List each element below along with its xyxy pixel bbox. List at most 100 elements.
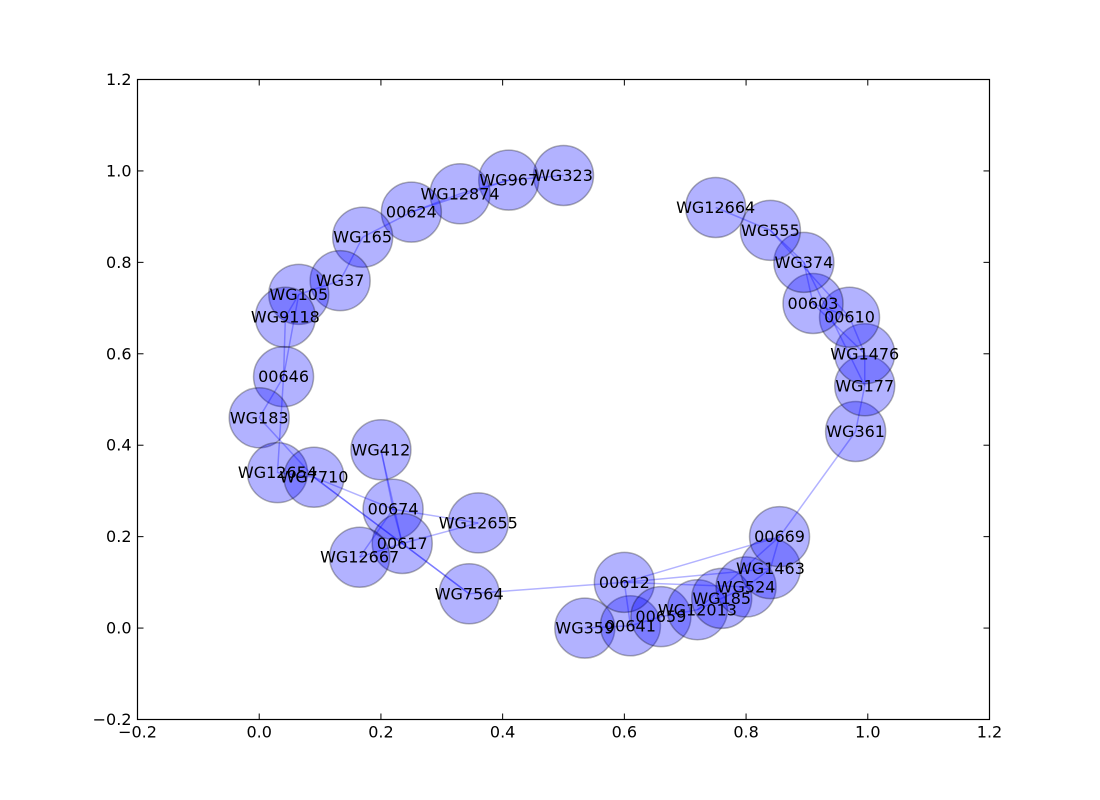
edge-line bbox=[803, 262, 866, 387]
node-circle bbox=[380, 181, 443, 243]
node-circle bbox=[824, 400, 887, 463]
edge-line bbox=[854, 385, 866, 432]
node-circle bbox=[283, 446, 345, 508]
node-label: 00610 bbox=[824, 308, 875, 327]
edge-line bbox=[359, 542, 403, 558]
node-circle bbox=[715, 556, 777, 618]
node-circle bbox=[371, 512, 433, 575]
edge-line bbox=[721, 586, 747, 600]
edge-line bbox=[812, 302, 850, 318]
node-label: 00659 bbox=[635, 607, 686, 626]
node-label: WG412 bbox=[352, 440, 411, 459]
edge-line bbox=[696, 536, 781, 611]
node-circle bbox=[593, 551, 656, 614]
edge-line bbox=[584, 625, 631, 629]
node-circle bbox=[331, 206, 394, 268]
y-tick-label: 0.6 bbox=[106, 344, 131, 363]
x-tick-label: −0.2 bbox=[118, 723, 157, 742]
edge-line bbox=[392, 508, 479, 524]
edge-line bbox=[298, 279, 341, 296]
edge-line bbox=[258, 376, 285, 419]
edge-line bbox=[769, 229, 805, 263]
node-label: WG1463 bbox=[736, 559, 805, 578]
node-label: WG12667 bbox=[320, 548, 399, 567]
node-label: 00669 bbox=[754, 527, 805, 546]
node-circle bbox=[429, 163, 491, 225]
x-tick-label: 0.2 bbox=[368, 723, 393, 742]
node-circle bbox=[447, 492, 510, 554]
edge-line bbox=[459, 179, 509, 195]
edge-line bbox=[282, 294, 300, 377]
node-circle bbox=[630, 585, 692, 648]
edge-line bbox=[359, 508, 394, 558]
x-tick-label: 0.4 bbox=[490, 723, 515, 742]
y-tick-label: 1.2 bbox=[106, 70, 131, 89]
node-circle bbox=[246, 441, 309, 504]
node-label: 00674 bbox=[368, 500, 419, 519]
edge-line bbox=[715, 206, 771, 232]
node-circle bbox=[684, 176, 747, 239]
node-label: 00641 bbox=[605, 616, 656, 635]
edge-line bbox=[812, 302, 866, 355]
node-label: WG105 bbox=[269, 285, 328, 304]
edge-line bbox=[697, 597, 723, 611]
node-circle bbox=[268, 263, 330, 326]
node-circle bbox=[833, 355, 896, 417]
node-label: 00603 bbox=[788, 294, 839, 313]
edge-line bbox=[362, 211, 412, 238]
y-tick-label: 0.2 bbox=[106, 527, 131, 546]
node-label: WG7710 bbox=[280, 468, 349, 487]
edge-line bbox=[660, 609, 698, 618]
x-tick-label: 1.0 bbox=[855, 723, 880, 742]
edge-line bbox=[745, 568, 771, 588]
edge-line bbox=[623, 582, 632, 626]
edge-line bbox=[469, 581, 625, 595]
node-label: WG967 bbox=[479, 171, 538, 190]
edge-line bbox=[401, 542, 470, 595]
edge-line bbox=[769, 229, 851, 318]
node-circle bbox=[477, 149, 540, 211]
node-label: WG12874 bbox=[420, 184, 499, 203]
y-tick-label: 0.4 bbox=[106, 436, 131, 455]
edges-layer bbox=[258, 174, 866, 629]
node-circle bbox=[773, 231, 835, 294]
edge-line bbox=[411, 193, 461, 213]
node-circle bbox=[818, 286, 881, 348]
node-label: WG9118 bbox=[251, 308, 320, 327]
edge-line bbox=[411, 179, 509, 213]
node-label: WG12013 bbox=[658, 600, 737, 619]
edge-line bbox=[276, 376, 285, 473]
edge-line bbox=[258, 417, 315, 478]
edge-line bbox=[624, 567, 771, 584]
edge-line bbox=[313, 476, 470, 595]
edge-line bbox=[630, 615, 662, 627]
y-tick-label: −0.2 bbox=[93, 710, 132, 729]
edge-line bbox=[339, 236, 364, 281]
x-tick-label: 1.2 bbox=[977, 723, 1002, 742]
node-circle bbox=[554, 597, 616, 659]
edge-line bbox=[624, 535, 780, 584]
edge-line bbox=[282, 317, 287, 377]
node-circle bbox=[228, 387, 290, 449]
edge-line bbox=[402, 522, 479, 545]
node-circle bbox=[782, 272, 844, 335]
node-label: 00617 bbox=[377, 534, 428, 553]
edge-line bbox=[392, 509, 403, 544]
node-circle bbox=[309, 249, 371, 312]
node-circle bbox=[690, 567, 753, 630]
node-label: WG177 bbox=[835, 376, 894, 395]
node-label: WG361 bbox=[826, 422, 885, 441]
node-label: WG323 bbox=[534, 166, 593, 185]
node-label: WG1476 bbox=[830, 344, 899, 363]
node-circle bbox=[532, 144, 595, 207]
y-tick-label: 0.0 bbox=[106, 619, 131, 638]
node-label: WG165 bbox=[333, 228, 392, 247]
node-circle bbox=[350, 419, 412, 481]
edge-line bbox=[284, 293, 300, 318]
edge-line bbox=[380, 449, 403, 544]
edge-line bbox=[769, 536, 781, 569]
node-circle bbox=[748, 505, 811, 568]
node-label: WG524 bbox=[717, 577, 776, 596]
node-label: WG374 bbox=[775, 253, 834, 272]
